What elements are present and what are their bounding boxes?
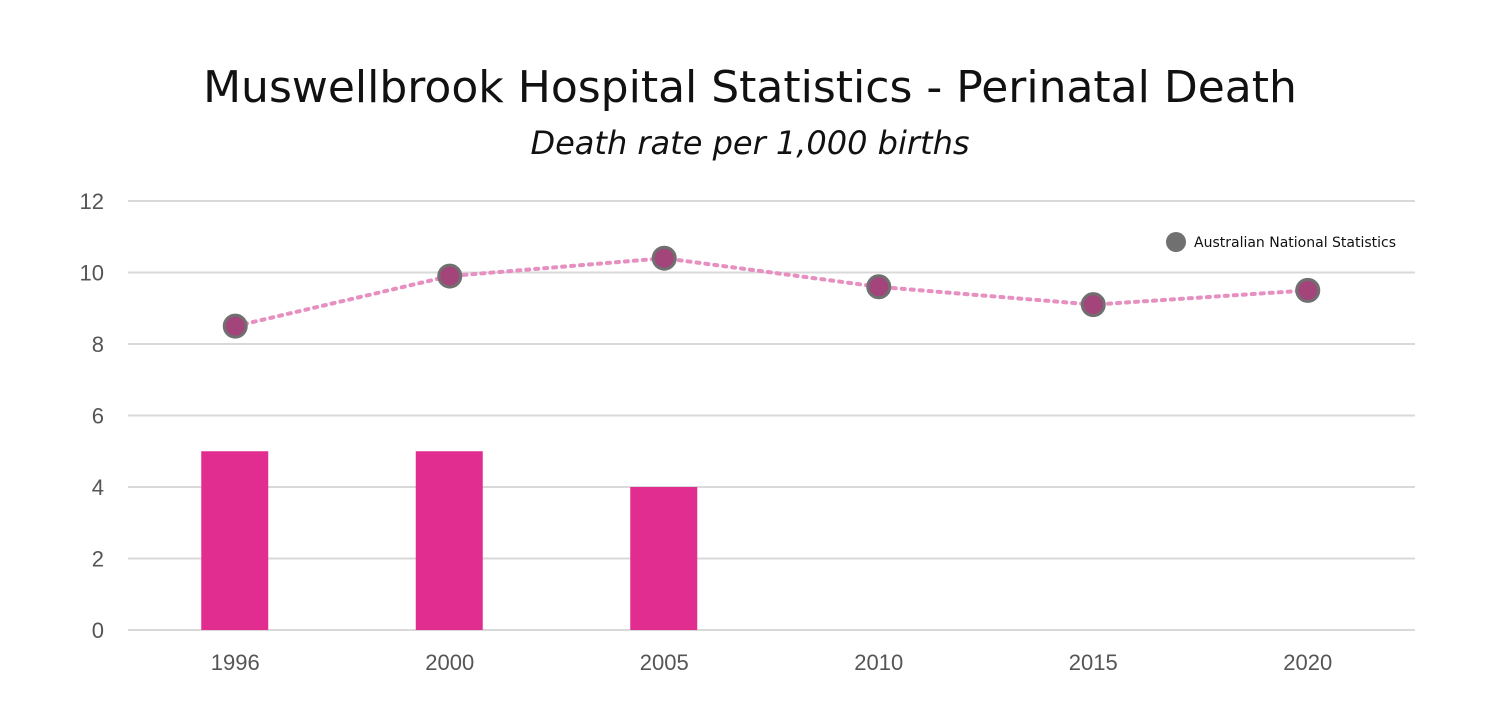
bar xyxy=(630,487,698,630)
bar xyxy=(201,451,269,630)
x-tick-label: 2020 xyxy=(1283,650,1332,675)
series-line xyxy=(233,256,1310,329)
chart-subtitle: Death rate per 1,000 births xyxy=(530,124,970,162)
y-tick-label: 2 xyxy=(92,547,104,572)
y-tick-label: 10 xyxy=(80,261,104,286)
data-point xyxy=(1080,292,1106,318)
chart-title: Muswellbrook Hospital Statistics - Perin… xyxy=(203,62,1297,113)
x-tick-label: 2005 xyxy=(640,650,689,675)
x-tick-label: 2000 xyxy=(425,650,474,675)
legend-label: Australian National Statistics xyxy=(1194,235,1396,251)
y-tick-label: 4 xyxy=(92,475,104,500)
y-tick-label: 0 xyxy=(92,618,104,643)
legend-marker xyxy=(1166,232,1186,252)
y-tick-label: 12 xyxy=(80,189,104,214)
x-tick-label: 2015 xyxy=(1069,650,1118,675)
data-point xyxy=(651,245,677,271)
data-point xyxy=(1295,277,1321,303)
x-tick-label: 1996 xyxy=(211,650,260,675)
data-point xyxy=(222,313,248,339)
x-tick-label: 2010 xyxy=(854,650,903,675)
y-tick-label: 8 xyxy=(92,332,104,357)
data-point xyxy=(866,274,892,300)
y-tick-label: 6 xyxy=(92,404,104,429)
data-point xyxy=(437,263,463,289)
bar xyxy=(415,451,483,630)
